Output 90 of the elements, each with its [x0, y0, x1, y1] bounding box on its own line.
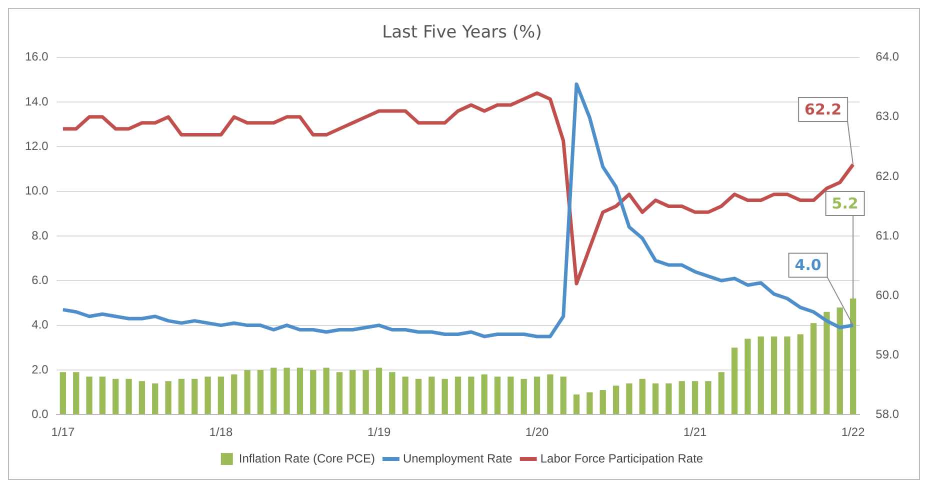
bar — [112, 378, 119, 414]
bar — [468, 376, 474, 414]
bar — [454, 376, 462, 414]
bar — [494, 376, 501, 414]
y-tick-label: 8.0 — [32, 228, 49, 242]
bar — [718, 372, 724, 414]
bar — [73, 372, 80, 414]
bar — [126, 378, 132, 414]
bar — [744, 338, 751, 414]
bar — [442, 378, 448, 414]
bar — [323, 368, 330, 414]
bar — [824, 312, 830, 414]
y2-tick-label: 61.0 — [876, 228, 900, 242]
bar — [560, 376, 566, 414]
bar — [376, 368, 382, 414]
bar — [257, 370, 264, 414]
y-tick-label: 4.0 — [32, 318, 49, 332]
y-tick-label: 2.0 — [32, 362, 49, 376]
bar — [350, 370, 356, 414]
x-tick-label: 1/17 — [51, 425, 75, 440]
x-tick-label: 1/22 — [841, 425, 866, 440]
bar — [770, 336, 778, 414]
data-label: 5.2 — [832, 194, 858, 212]
bar — [586, 392, 593, 414]
bar — [797, 334, 804, 414]
bar — [389, 372, 396, 414]
bar — [692, 381, 698, 414]
y2-tick-label: 63.0 — [876, 109, 900, 124]
legend-label: Inflation Rate (Core PCE) — [238, 451, 375, 466]
bar — [231, 374, 238, 414]
bar — [218, 376, 224, 414]
bar — [731, 348, 738, 414]
bar — [705, 381, 712, 414]
bar — [784, 336, 790, 414]
bar — [244, 370, 250, 414]
y2-tick-label: 60.0 — [876, 288, 900, 302]
bar — [284, 368, 290, 414]
bar — [836, 307, 843, 414]
bar — [600, 390, 606, 414]
bar — [99, 376, 106, 414]
bar — [639, 378, 646, 414]
bar — [192, 378, 198, 414]
bar — [678, 381, 685, 414]
bar — [428, 376, 435, 414]
y-tick-label: 16.0 — [24, 50, 49, 64]
bar — [758, 336, 764, 414]
y-tick-label: 6.0 — [32, 272, 49, 287]
y-tick-label: 0.0 — [32, 406, 49, 421]
y2-tick-label: 62.0 — [876, 168, 900, 183]
bar — [534, 376, 540, 414]
bar — [850, 298, 856, 414]
bar — [415, 378, 422, 414]
bar — [547, 374, 554, 414]
y2-tick-label: 58.0 — [876, 406, 900, 421]
bar — [60, 372, 66, 414]
bar — [612, 386, 620, 414]
chart-title: Last Five Years (%) — [382, 22, 542, 43]
bar — [626, 383, 632, 414]
bar — [86, 376, 92, 414]
legend-label: Unemployment Rate — [402, 451, 513, 466]
bar — [296, 368, 304, 414]
data-label: 62.2 — [804, 100, 842, 118]
bar — [204, 376, 211, 414]
bar — [152, 383, 158, 414]
bar — [362, 370, 369, 414]
bar — [178, 378, 185, 414]
bar — [402, 376, 408, 414]
y-tick-label: 14.0 — [24, 94, 49, 108]
data-label: 4.0 — [794, 256, 822, 274]
bar — [652, 383, 659, 414]
y-tick-label: 10.0 — [24, 184, 49, 198]
bar — [508, 376, 514, 414]
x-tick-label: 1/21 — [683, 425, 708, 440]
bar — [165, 381, 172, 414]
bar — [336, 372, 343, 414]
x-tick-label: 1/19 — [367, 425, 391, 440]
bar — [520, 378, 527, 414]
bar — [270, 368, 277, 414]
y-tick-label: 12.0 — [24, 139, 49, 154]
y2-tick-label: 64.0 — [876, 50, 900, 64]
legend-label: Labor Force Participation Rate — [540, 451, 704, 466]
x-tick-label: 1/18 — [209, 425, 233, 440]
y2-tick-label: 59.0 — [876, 347, 900, 362]
bar — [573, 394, 580, 414]
bar — [310, 370, 316, 414]
bar — [481, 374, 488, 414]
bar — [810, 323, 817, 414]
bar — [666, 383, 672, 414]
x-tick-label: 1/20 — [525, 425, 550, 440]
bar — [138, 381, 146, 414]
